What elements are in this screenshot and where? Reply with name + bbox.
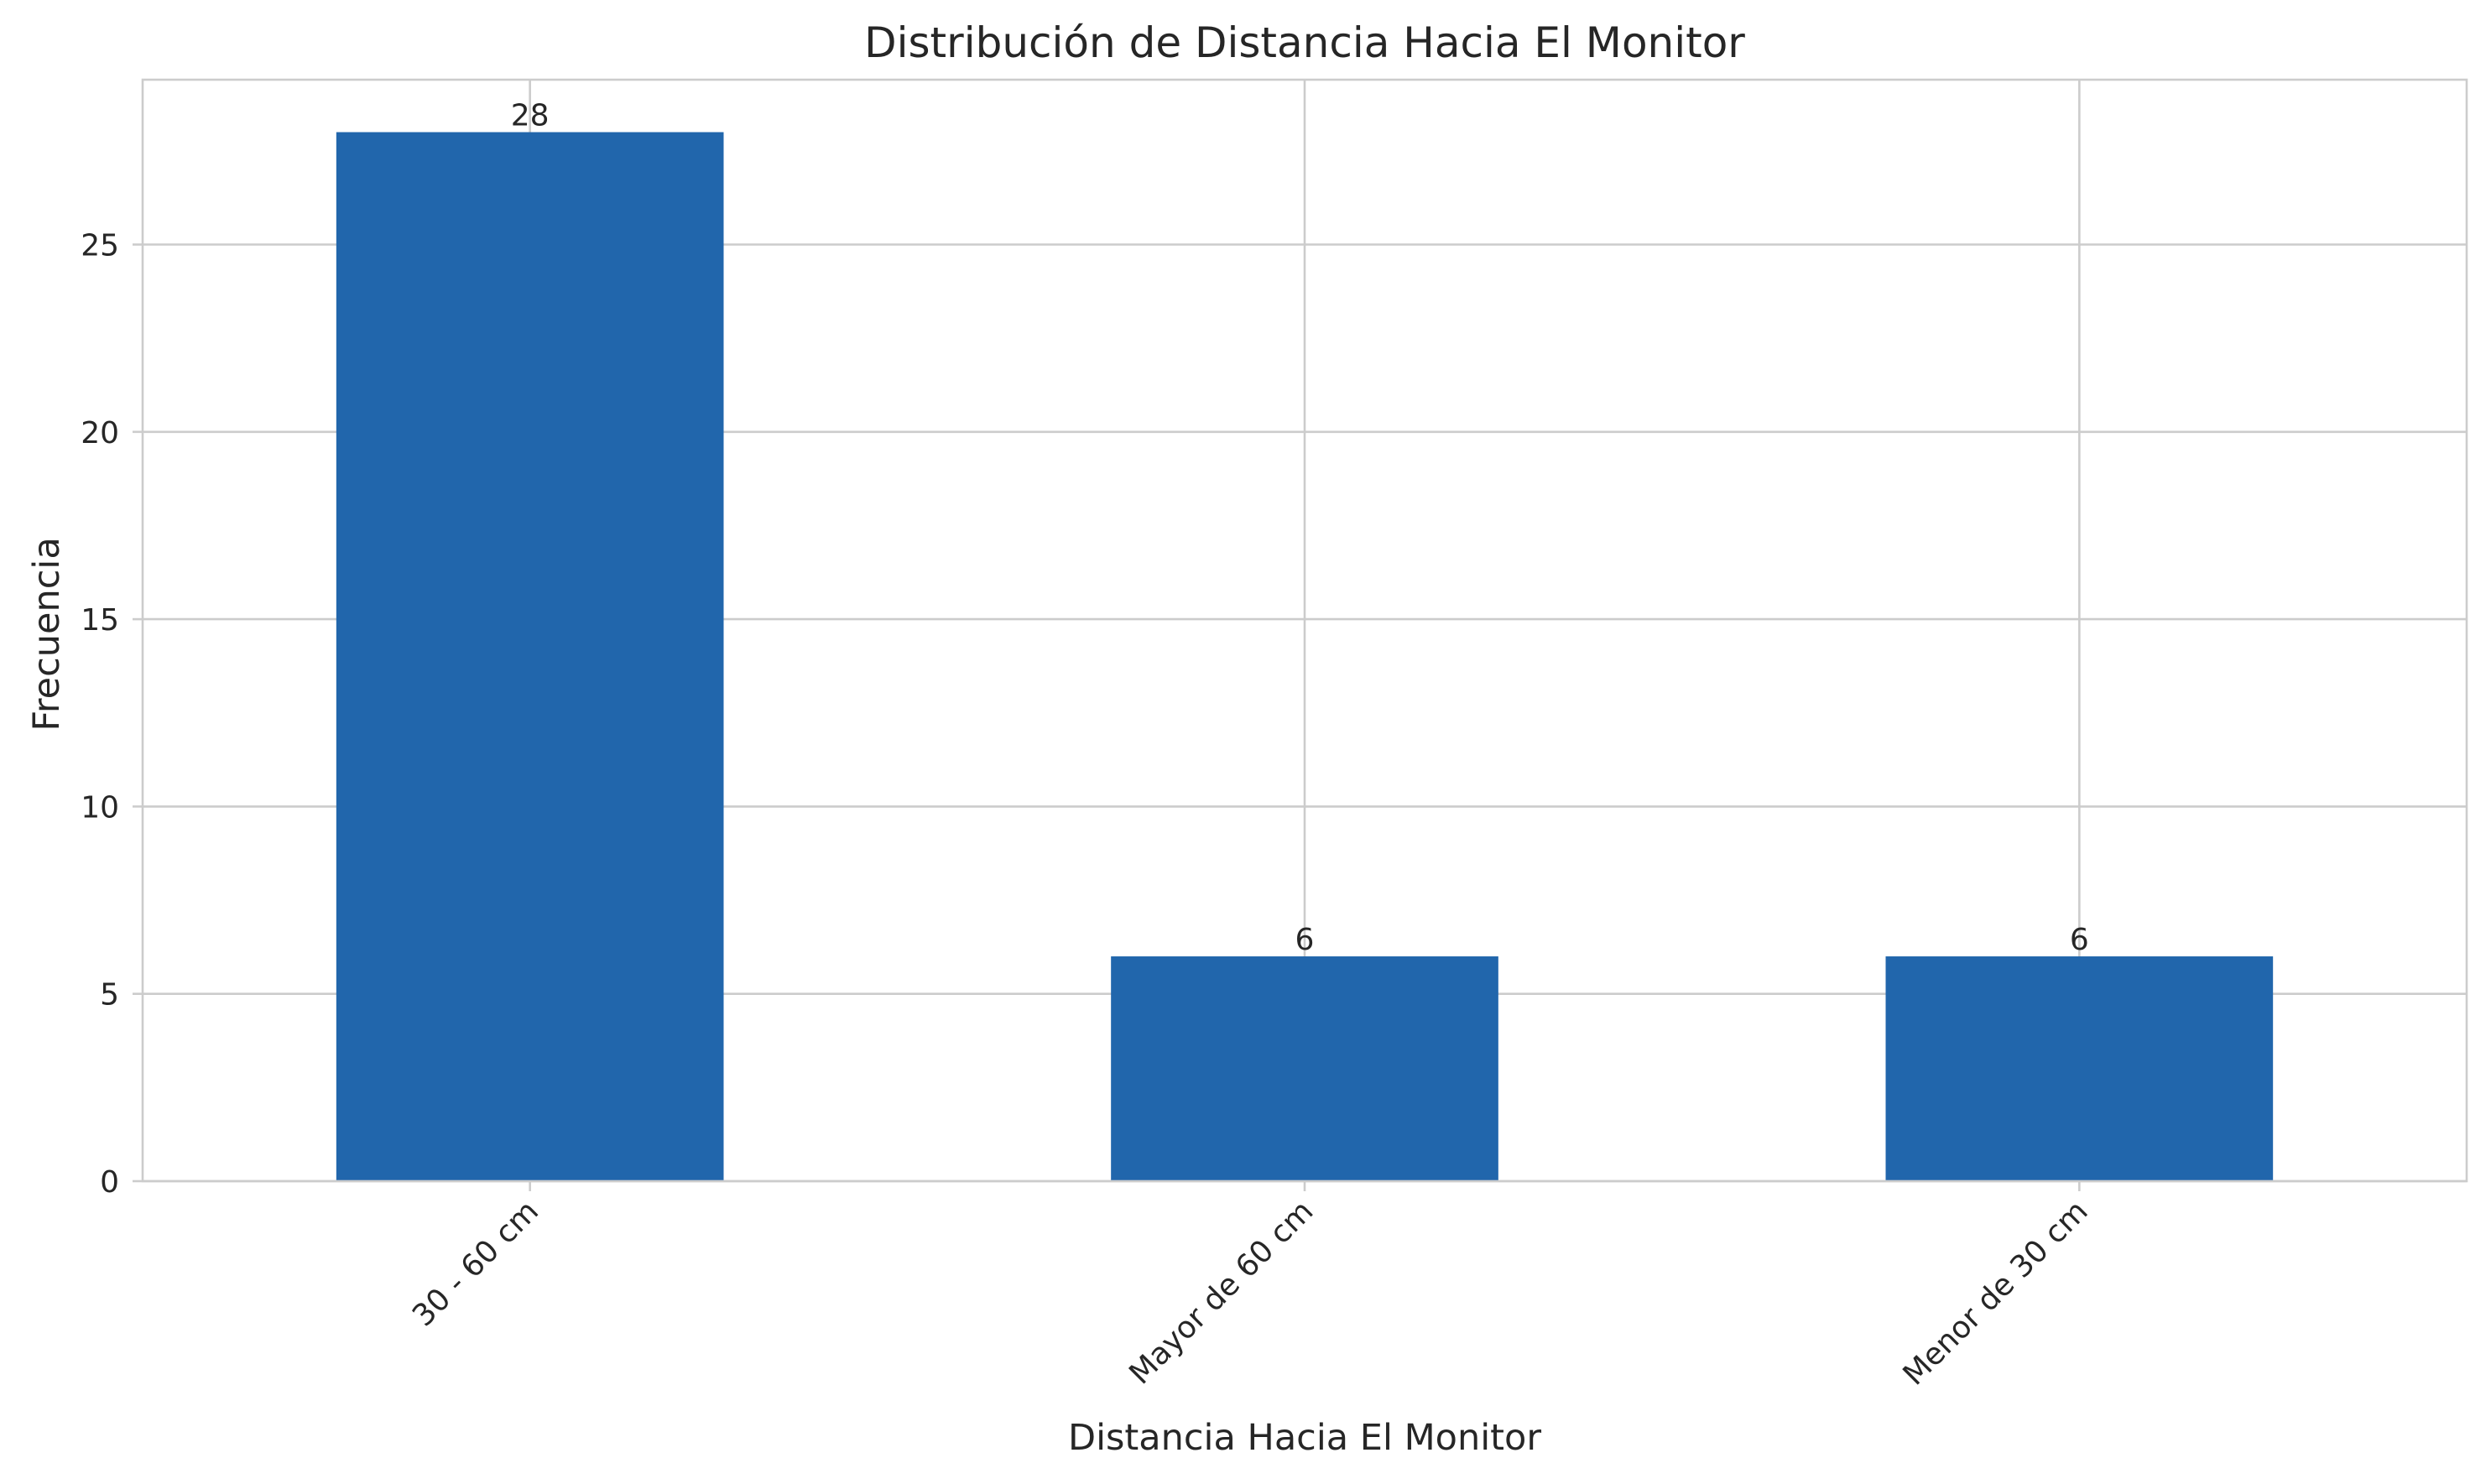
chart-title: Distribución de Distancia Hacia El Monit…: [864, 18, 1745, 67]
bar-value-label: 6: [2070, 923, 2089, 957]
bar: [336, 132, 724, 1181]
y-axis: 0 5 10 15 20 25: [81, 229, 143, 1200]
bars: [336, 132, 2274, 1181]
y-tick-label: 20: [81, 416, 119, 450]
y-tick-label: 10: [81, 790, 119, 825]
data-labels: 28 6 6: [511, 99, 2089, 958]
bar-value-label: 6: [1295, 923, 1315, 957]
y-tick-label: 5: [100, 978, 119, 1013]
bar-value-label: 28: [511, 99, 550, 133]
y-tick-label: 15: [81, 603, 119, 638]
y-tick-label: 0: [100, 1165, 119, 1200]
bar: [1885, 956, 2274, 1181]
y-tick-label: 25: [81, 229, 119, 263]
x-axis-label: Distancia Hacia El Monitor: [1068, 1417, 1541, 1459]
y-axis-label: Frecuencia: [26, 537, 68, 731]
bar: [1111, 956, 1498, 1181]
plot-area: 28 6 6: [141, 78, 2468, 1183]
